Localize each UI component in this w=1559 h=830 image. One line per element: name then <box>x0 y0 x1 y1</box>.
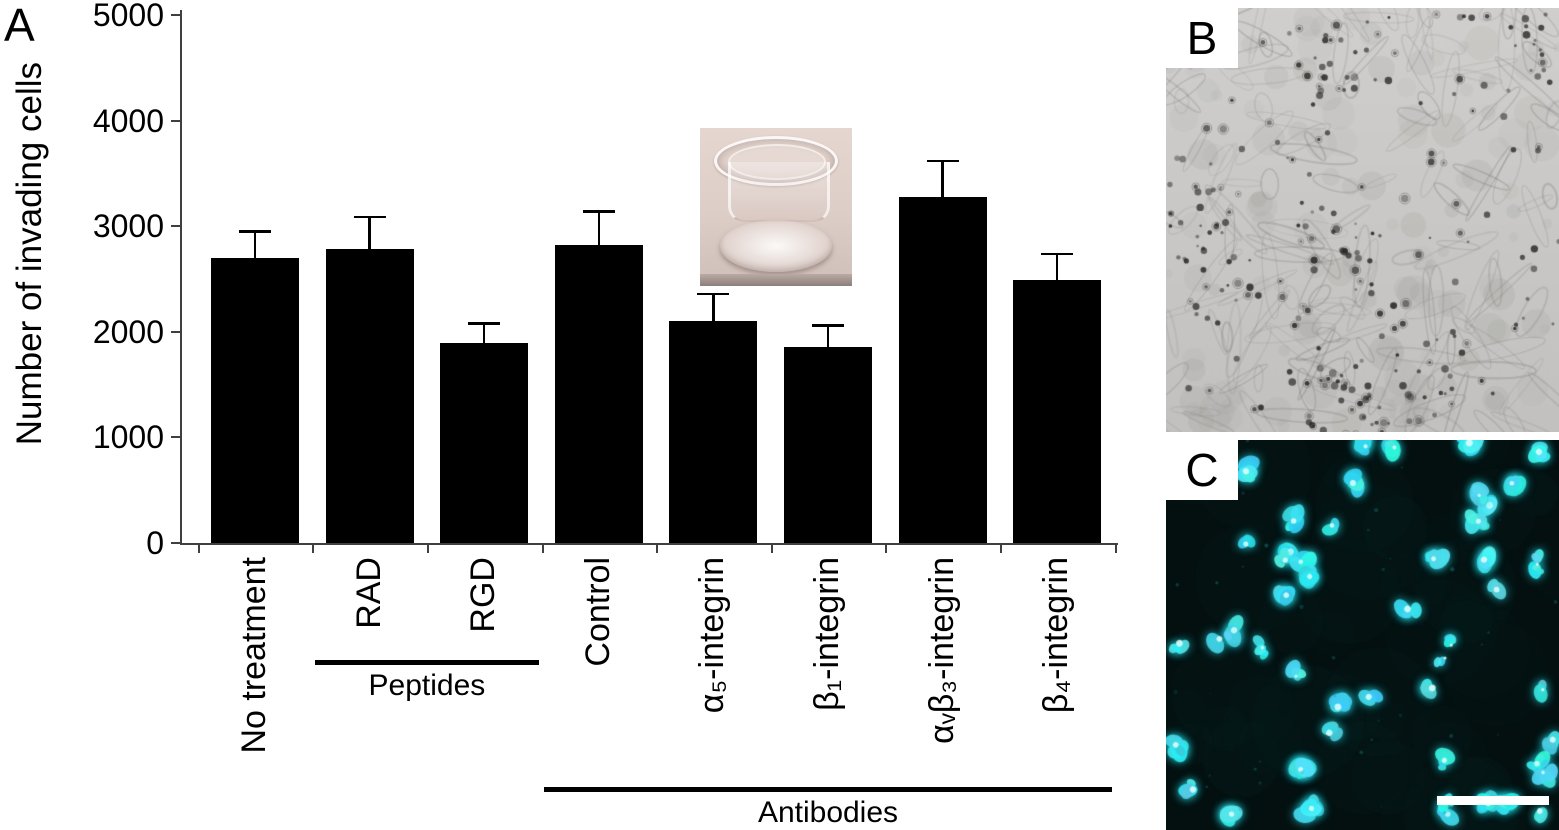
bar <box>554 245 643 543</box>
x-axis <box>180 543 1118 545</box>
category-label: β₄-integrin <box>1037 557 1076 714</box>
panel-c-letter-box: C <box>1166 440 1238 500</box>
error-bar-cap <box>926 159 959 163</box>
x-tick <box>197 545 200 553</box>
group-underline <box>314 660 540 665</box>
error-bar-cap <box>812 324 844 327</box>
y-tick-label: 5000 <box>92 0 164 33</box>
bar <box>898 196 987 543</box>
error-bar-line <box>253 231 257 258</box>
bar <box>325 249 414 543</box>
error-bar-line <box>597 211 601 246</box>
category-label: Control <box>578 557 617 667</box>
panel-c-fluorescence-micrograph <box>1166 440 1559 830</box>
x-tick <box>770 545 773 553</box>
error-bar-cap <box>468 322 501 325</box>
y-tick-label: 1000 <box>92 419 164 456</box>
x-tick <box>885 545 888 553</box>
error-bar-cap <box>582 210 615 213</box>
group-label: Peptides <box>368 669 486 702</box>
bar <box>440 343 529 543</box>
panel-c-letter: C <box>1185 444 1219 496</box>
error-bar-line <box>941 160 944 197</box>
y-tick <box>171 119 180 122</box>
transwell-rim-shape <box>714 136 838 186</box>
bar <box>669 321 758 543</box>
y-tick-label: 4000 <box>92 102 164 139</box>
x-tick <box>999 545 1002 553</box>
category-label: RAD <box>349 557 388 629</box>
transwell-base-shape <box>700 274 852 286</box>
bar <box>211 257 299 543</box>
x-tick <box>1114 545 1117 553</box>
error-bar-line <box>482 323 486 344</box>
invasion-bar-chart: Number of invading cells 0 1000 2000 3000 40… <box>10 0 1118 829</box>
y-tick <box>171 330 180 333</box>
scale-bar <box>1437 796 1549 805</box>
group-underline <box>543 787 1113 792</box>
category-label: α₅-integrin <box>693 557 732 714</box>
category-label: β₁-integrin <box>808 557 846 711</box>
panel-b-phase-contrast-micrograph <box>1166 8 1559 432</box>
error-bar-line <box>826 325 830 347</box>
y-tick <box>171 14 180 16</box>
y-tick-label: 0 <box>146 525 164 561</box>
y-tick-label: 2000 <box>92 313 164 350</box>
panel-b-letter: B <box>1186 12 1218 64</box>
x-tick <box>426 545 429 553</box>
panel-b-letter-box: B <box>1166 8 1238 68</box>
y-tick <box>171 225 180 228</box>
error-bar-line <box>712 293 715 322</box>
panel-a-letter: A <box>4 0 35 51</box>
error-bar-cap <box>353 215 386 219</box>
transwell-well-shape <box>720 220 832 272</box>
bar <box>1013 280 1102 543</box>
transwell-cup-shape <box>728 162 830 222</box>
category-label: RGD <box>464 557 503 633</box>
error-bar-cap <box>239 230 271 233</box>
category-label: αᵥβ₃-integrin <box>922 557 961 744</box>
group-label: Antibodies <box>757 796 899 829</box>
x-tick <box>541 545 544 553</box>
bar <box>784 346 872 543</box>
error-bar-line <box>368 216 371 250</box>
error-bar-cap <box>1041 252 1074 256</box>
y-axis <box>180 10 182 545</box>
category-label: No treatment <box>235 557 273 754</box>
error-bar-line <box>1055 253 1059 281</box>
y-tick-label: 3000 <box>92 208 164 245</box>
y-axis-title: Number of invading cells <box>10 62 49 446</box>
y-tick <box>171 542 180 544</box>
x-tick <box>312 545 315 553</box>
error-bar-cap <box>697 292 730 296</box>
transwell-inset-photo <box>700 128 852 286</box>
x-tick <box>656 545 659 553</box>
y-tick <box>171 436 180 439</box>
